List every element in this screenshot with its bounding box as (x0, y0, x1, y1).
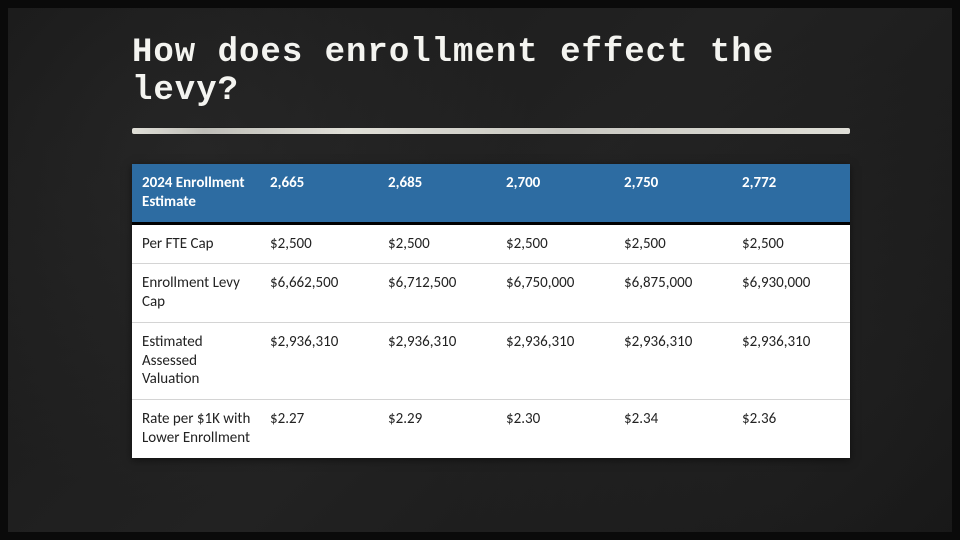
table-row: Enrollment Levy Cap $6,662,500 $6,712,50… (132, 264, 850, 323)
row-label: Per FTE Cap (132, 223, 260, 264)
col-header-0: 2024 Enrollment Estimate (132, 164, 260, 223)
row-label: Estimated Assessed Valuation (132, 322, 260, 399)
table-cell: $6,875,000 (614, 264, 732, 323)
table-cell: $2,936,310 (614, 322, 732, 399)
table-cell: $2,500 (614, 223, 732, 264)
row-label: Enrollment Levy Cap (132, 264, 260, 323)
table-header: 2024 Enrollment Estimate 2,665 2,685 2,7… (132, 164, 850, 223)
table-cell: $2,936,310 (732, 322, 850, 399)
title-underline (132, 128, 850, 134)
table-cell: $6,662,500 (260, 264, 378, 323)
col-header-5: 2,772 (732, 164, 850, 223)
table-cell: $6,750,000 (496, 264, 614, 323)
table-cell: $2.36 (732, 400, 850, 458)
table-row: Rate per $1K with Lower Enrollment $2.27… (132, 400, 850, 458)
table-cell: $2,500 (732, 223, 850, 264)
table-header-row: 2024 Enrollment Estimate 2,665 2,685 2,7… (132, 164, 850, 223)
col-header-4: 2,750 (614, 164, 732, 223)
table-cell: $2,500 (496, 223, 614, 264)
table-row: Estimated Assessed Valuation $2,936,310 … (132, 322, 850, 399)
table-cell: $2,500 (260, 223, 378, 264)
col-header-1: 2,665 (260, 164, 378, 223)
table-body: Per FTE Cap $2,500 $2,500 $2,500 $2,500 … (132, 223, 850, 458)
slide: How does enrollment effect the levy? 202… (0, 0, 960, 488)
table-cell: $6,712,500 (378, 264, 496, 323)
table-cell: $2,936,310 (496, 322, 614, 399)
table-row: Per FTE Cap $2,500 $2,500 $2,500 $2,500 … (132, 223, 850, 264)
levy-table: 2024 Enrollment Estimate 2,665 2,685 2,7… (132, 164, 850, 458)
row-label: Rate per $1K with Lower Enrollment (132, 400, 260, 458)
table-cell: $2.27 (260, 400, 378, 458)
table-cell: $2.30 (496, 400, 614, 458)
col-header-3: 2,700 (496, 164, 614, 223)
table-cell: $2,936,310 (378, 322, 496, 399)
table-cell: $2,936,310 (260, 322, 378, 399)
col-header-2: 2,685 (378, 164, 496, 223)
table-cell: $2,500 (378, 223, 496, 264)
table-cell: $2.29 (378, 400, 496, 458)
levy-table-wrap: 2024 Enrollment Estimate 2,665 2,685 2,7… (132, 164, 850, 458)
page-title: How does enrollment effect the levy? (132, 34, 850, 110)
table-cell: $6,930,000 (732, 264, 850, 323)
table-cell: $2.34 (614, 400, 732, 458)
